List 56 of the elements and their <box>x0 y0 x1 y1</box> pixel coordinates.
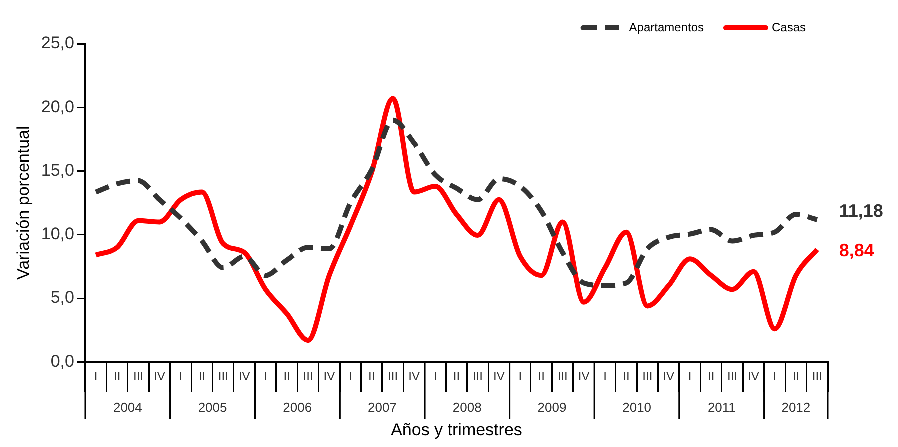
x-tick-label: IV <box>748 370 760 384</box>
x-tick-label: III <box>558 370 568 384</box>
x-tick-label: I <box>94 370 98 384</box>
y-tick-label: 0,0 <box>50 352 74 371</box>
x-tick-label: IV <box>408 370 420 384</box>
x-tick-label: I <box>604 370 607 384</box>
text: 2005 <box>198 400 228 415</box>
x-tick-label: I <box>264 370 268 384</box>
text: 2006 <box>283 400 312 415</box>
x-tick-label: II <box>114 370 121 384</box>
x-tick-label: I <box>434 370 438 384</box>
x-tick-label: IV <box>494 370 505 384</box>
x-tick-label: I <box>688 370 692 384</box>
x-tick-label: III <box>303 370 314 384</box>
x-axis-title: Años y trimestres <box>391 420 522 440</box>
data-label: 11,18 <box>839 200 884 221</box>
x-tick-label: IV <box>578 370 590 384</box>
text: 2012 <box>782 400 811 415</box>
x-tick-label: III <box>812 370 822 384</box>
x-tick-label: II <box>284 370 290 384</box>
y-tick-label: 15,0 <box>41 160 74 180</box>
text: 2004 <box>113 400 142 415</box>
text: 2007 <box>368 400 397 415</box>
x-tick-label: III <box>388 370 398 384</box>
y-tick-label: 20,0 <box>41 97 74 116</box>
y-tick-label: 10,0 <box>41 224 74 244</box>
x-tick-label: II <box>792 370 800 384</box>
y-tick-label: 25,0 <box>41 34 74 53</box>
x-tick-label: III <box>472 370 483 384</box>
text: 2010 <box>622 400 652 415</box>
text: 2011 <box>708 400 736 415</box>
data-label: 8,84 <box>839 240 874 261</box>
x-tick-label: I <box>773 370 777 384</box>
x-tick-label: IV <box>238 370 250 384</box>
x-tick-label: III <box>642 370 653 384</box>
y-tick-label: 5,0 <box>50 288 74 308</box>
y-axis-title: Variación porcentual <box>14 126 33 280</box>
x-tick-label: IV <box>324 370 336 384</box>
x-tick-label: II <box>453 370 460 384</box>
x-tick-label: III <box>218 370 228 384</box>
legend-label: Apartamentos <box>629 20 704 34</box>
x-tick-label: II <box>623 370 630 384</box>
text: 2009 <box>538 400 567 415</box>
x-tick-label: IV <box>663 370 675 384</box>
x-tick-label: II <box>708 370 715 384</box>
text: 2008 <box>452 400 482 415</box>
x-tick-label: I <box>518 370 522 384</box>
x-tick-label: II <box>368 370 376 384</box>
x-tick-label: II <box>538 370 545 384</box>
x-tick-label: III <box>134 370 144 384</box>
x-tick-label: I <box>179 370 183 384</box>
x-tick-label: I <box>349 370 352 384</box>
x-tick-label: II <box>198 370 206 384</box>
x-tick-label: IV <box>154 370 166 384</box>
legend-label: Casas <box>772 20 806 34</box>
x-tick-label: III <box>728 370 738 384</box>
